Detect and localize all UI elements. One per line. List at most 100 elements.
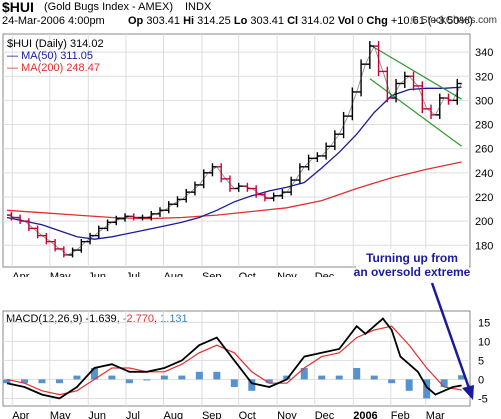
- price-x-tick-label: Nov: [277, 271, 297, 277]
- price-y-tick-label: 280: [475, 120, 493, 132]
- legend-price: $HUI (Daily) 314.02: [7, 38, 104, 50]
- volume-value: 0: [357, 15, 364, 27]
- macd-chart: MACD(12,26,9) -1.639, -2.770, 1.131 -5 0 5…: [2, 310, 490, 419]
- price-x-tick-label: Dec: [315, 271, 335, 277]
- macd-y-tick-label: 5: [478, 355, 484, 367]
- legend-signal-sep: ,: [154, 313, 157, 325]
- macd-histogram-bar: [160, 375, 168, 380]
- ma200-line: [6, 161, 462, 220]
- legend-signal-value: -2.770: [123, 313, 154, 325]
- macd-histogram-bar: [265, 379, 273, 384]
- macd-histogram-bar: [318, 375, 326, 380]
- price-y-tick-label: 180: [475, 240, 493, 252]
- low-label: Lo: [233, 15, 248, 27]
- high-value: 314.25: [197, 15, 231, 27]
- macd-histogram-bar: [125, 379, 133, 384]
- high-label: Hi: [183, 15, 195, 27]
- macd-y-tick-label: -5: [478, 393, 488, 405]
- annotation-box: [356, 249, 469, 277]
- macd-x-tick-label: Sep: [202, 410, 222, 419]
- ma50-line: [6, 86, 462, 240]
- macd-y-tick-label: 0: [478, 374, 484, 386]
- macd-signal-line: [6, 325, 462, 396]
- price-x-tick-label: Jul: [126, 271, 140, 277]
- macd-x-tick-label: Apr: [12, 410, 29, 419]
- macd-histogram-bar: [458, 375, 466, 380]
- macd-x-tick-label: Oct: [239, 410, 256, 419]
- channel-upper-line: [369, 44, 462, 100]
- macd-histogram-bar: [3, 379, 11, 384]
- price-y-tick-label: 320: [475, 71, 493, 83]
- symbol: $HUI: [2, 0, 34, 15]
- price-line: [6, 45, 462, 256]
- macd-histogram-bar: [20, 379, 28, 384]
- macd-histogram-bar: [370, 375, 378, 380]
- price-y-axis: 180 200 220 240 260 280 300 320 340: [475, 47, 493, 252]
- price-y-tick-label: 240: [475, 168, 493, 180]
- legend-macd-sep: ,: [117, 313, 120, 325]
- macd-x-tick-label: Dec: [315, 410, 335, 419]
- legend-ma50-label: MA(50): [21, 50, 57, 62]
- legend-ma50: — MA(50) 311.05: [7, 50, 93, 62]
- legend-ma200-value: 248.47: [66, 62, 100, 74]
- macd-histogram-bar: [353, 368, 361, 380]
- quote-values: Op 303.41 Hi 314.25 Lo 303.41 Cl 314.02 …: [128, 15, 473, 27]
- price-x-tick-label: Jun: [88, 271, 106, 277]
- annotation-line-2: an oversold extreme: [354, 265, 471, 277]
- macd-x-tick-label: Jul: [126, 410, 140, 419]
- legend-price-label: $HUI (Daily) 314.02: [7, 38, 104, 50]
- macd-histogram-bar: [143, 379, 151, 381]
- price-panel-frame: [2, 33, 471, 268]
- macd-histogram-bar: [335, 375, 343, 380]
- legend-macd-value: -1.639: [85, 313, 116, 325]
- macd-histogram-bar: [388, 379, 396, 384]
- close-label: Cl: [287, 15, 299, 27]
- copyright-label: © StockCharts.com: [410, 15, 497, 26]
- macd-histogram-bar: [90, 368, 98, 380]
- macd-histogram-bar: [73, 375, 81, 380]
- price-y-tick-label: 220: [475, 192, 493, 204]
- macd-histogram-bar: [248, 379, 256, 391]
- macd-histogram-bar: [38, 379, 46, 384]
- legend-histogram-value: 1.131: [160, 313, 188, 325]
- macd-line: [6, 317, 462, 400]
- macd-histogram-bar: [55, 379, 63, 384]
- price-y-tick-label: 200: [475, 216, 493, 228]
- macd-histogram-bar: [108, 375, 116, 380]
- macd-series: [3, 317, 466, 400]
- legend-ma200-marker: —: [7, 62, 18, 74]
- quote-date: 24-Mar-2006 4:00pm: [2, 15, 105, 27]
- macd-x-tick-label: Jun: [88, 410, 106, 419]
- macd-gridlines: [3, 311, 470, 406]
- price-gridlines: [3, 34, 470, 267]
- price-x-tick-label: Oct: [239, 271, 256, 277]
- macd-x-tick-label: Feb: [391, 410, 410, 419]
- change-label: Chg: [366, 15, 388, 27]
- macd-histogram-bar: [440, 379, 448, 387]
- legend-ma200-label: MA(200): [21, 62, 63, 74]
- legend-ma50-value: 311.05: [60, 50, 93, 62]
- close-value: 314.02: [301, 15, 335, 27]
- macd-x-axis: Apr May Jun Jul Aug Sep Oct Nov Dec 2006 Feb Mar: [12, 410, 445, 419]
- macd-histogram-bar: [195, 371, 203, 380]
- macd-x-tick-label: 2006: [353, 410, 377, 419]
- macd-x-tick-label: Nov: [277, 410, 297, 419]
- exchange-label: INDX: [185, 1, 212, 13]
- price-legend: $HUI (Daily) 314.02 — MA(50) 311.05 — MA…: [7, 38, 104, 74]
- macd-y-tick-label: 10: [478, 336, 490, 348]
- change-value: +10.61 (+3.50%): [390, 15, 473, 27]
- low-value: 303.41: [250, 15, 285, 27]
- macd-histogram-bar: [230, 379, 238, 387]
- price-x-tick-label: May: [50, 271, 71, 277]
- macd-x-tick-label: Mar: [426, 410, 445, 419]
- volume-label: Vol: [337, 15, 355, 27]
- macd-histogram-bar: [423, 379, 431, 399]
- macd-histogram-bar: [178, 375, 186, 380]
- macd-x-tick-label: May: [50, 410, 71, 419]
- macd-y-tick-label: 15: [478, 317, 490, 329]
- price-chart: 180 200 220 240 260 280 300 320 340 Apr May Jun Jul…: [2, 33, 493, 277]
- legend-macd-title: MACD(12,26,9): [6, 313, 82, 325]
- macd-histogram-bar: [405, 379, 413, 391]
- open-label: Op: [128, 15, 144, 27]
- price-y-tick-label: 260: [475, 144, 493, 156]
